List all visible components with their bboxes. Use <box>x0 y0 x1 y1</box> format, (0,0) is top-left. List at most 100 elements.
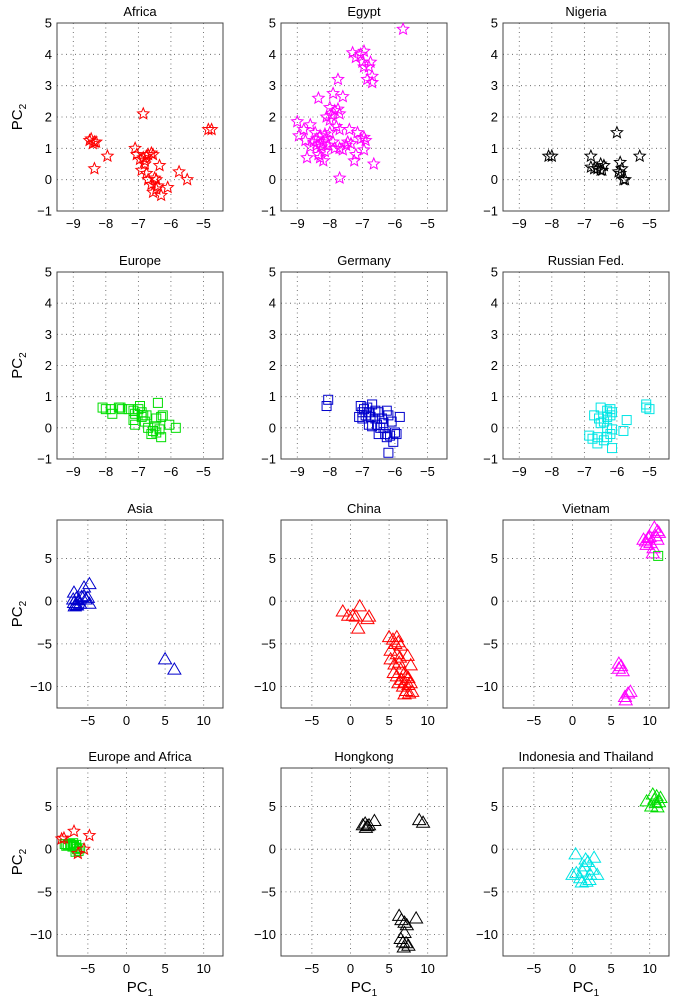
data-point <box>592 438 603 449</box>
data-point <box>146 184 160 199</box>
data-point <box>319 109 334 123</box>
data-point <box>348 147 363 161</box>
x-axis-label: PC1 <box>351 979 378 999</box>
y-tick-label: −10 <box>476 679 498 694</box>
data-point <box>595 402 606 413</box>
data-point <box>401 938 416 951</box>
data-point <box>354 411 365 422</box>
data-point <box>154 188 169 202</box>
data-point <box>580 854 596 868</box>
y-tick-label: 2 <box>45 110 52 125</box>
data-point <box>381 629 397 643</box>
y-tick-label: 3 <box>491 78 498 93</box>
data-point <box>360 72 375 86</box>
data-point <box>75 843 86 854</box>
x-tick-label: −5 <box>526 961 541 976</box>
x-tick-label: −7 <box>577 216 592 231</box>
axes-frame <box>56 22 224 212</box>
series <box>97 397 181 443</box>
axes-frame <box>280 22 448 212</box>
data-point <box>321 401 332 412</box>
data-point <box>578 851 593 865</box>
axes-frame <box>502 22 670 212</box>
data-point <box>544 148 559 163</box>
x-tick-label: −6 <box>610 464 625 479</box>
x-axis-label: PC1 <box>573 979 600 999</box>
y-tick-label: 5 <box>269 265 276 280</box>
data-point <box>172 164 187 178</box>
subplot-title: Egypt <box>347 4 381 19</box>
x-tick-label: 10 <box>196 713 210 728</box>
axes-frame <box>56 767 224 957</box>
data-point <box>391 429 402 440</box>
data-point <box>394 672 409 685</box>
data-point <box>361 817 377 831</box>
y-tick-label: −5 <box>483 636 498 651</box>
data-point <box>618 425 629 436</box>
y-tick-label: 0 <box>491 594 498 609</box>
data-point <box>366 156 381 170</box>
data-point <box>645 787 661 800</box>
y-tick-label: 1 <box>45 141 52 156</box>
y-tick-label: 4 <box>491 47 498 62</box>
data-point <box>568 846 583 860</box>
data-point <box>632 148 647 163</box>
axes-frame <box>280 519 448 709</box>
data-point <box>383 643 399 656</box>
x-tick-label: −8 <box>322 216 337 231</box>
x-tick-label: −7 <box>355 464 370 479</box>
series <box>611 520 667 706</box>
data-point <box>136 411 147 422</box>
data-point <box>623 684 638 697</box>
x-axis-label: PC1 <box>127 979 154 999</box>
subplot-egypt: Egypt −9 −8 −7 −6 −5 −1 0 1 2 3 4 5 <box>261 4 448 231</box>
x-tick-label: −6 <box>164 216 179 231</box>
data-point <box>87 161 102 175</box>
y-tick-label: −10 <box>476 927 498 942</box>
series <box>290 21 411 185</box>
y-tick-label: 1 <box>491 389 498 404</box>
data-point <box>595 162 610 177</box>
subplot-title: Asia <box>127 501 153 516</box>
data-point <box>641 402 652 413</box>
data-point <box>164 419 175 430</box>
data-point <box>648 795 664 809</box>
y-tick-label: 0 <box>45 420 52 435</box>
data-point <box>323 394 334 405</box>
data-point <box>572 870 588 884</box>
data-point <box>317 126 332 141</box>
data-point <box>57 830 71 844</box>
subplot-title: Europe <box>119 253 161 268</box>
axes-frame <box>280 767 448 957</box>
x-tick-label: 5 <box>607 961 614 976</box>
data-point <box>67 823 81 838</box>
y-tick-label: −1 <box>483 204 498 219</box>
data-point <box>639 537 654 550</box>
data-point <box>332 170 347 185</box>
x-tick-label: 0 <box>347 961 354 976</box>
data-point <box>332 106 347 120</box>
data-point <box>385 632 401 645</box>
axes-frame <box>502 519 670 709</box>
data-point <box>565 867 580 880</box>
data-point <box>586 850 602 863</box>
subplot-europe-and-africa: Europe and Africa −5 0 5 10 −10 −5 0 5 PC2 PC1 <box>9 749 224 999</box>
x-tick-label: 5 <box>161 961 168 976</box>
data-point <box>609 125 624 139</box>
data-point <box>309 131 324 145</box>
x-tick-label: −7 <box>131 216 146 231</box>
x-tick-label: −7 <box>131 464 146 479</box>
x-tick-label: −5 <box>196 464 211 479</box>
data-point <box>390 675 406 689</box>
x-tick-label: 10 <box>642 713 656 728</box>
y-axis-label: PC2 <box>9 352 29 379</box>
x-tick-label: −5 <box>420 216 435 231</box>
data-point <box>585 862 600 875</box>
data-point <box>73 845 84 856</box>
data-point <box>394 411 405 422</box>
y-tick-label: −1 <box>261 452 276 467</box>
x-tick-label: −5 <box>80 713 95 728</box>
y-tick-label: 0 <box>45 842 52 857</box>
x-tick-label: −9 <box>66 216 81 231</box>
data-point <box>602 432 613 443</box>
